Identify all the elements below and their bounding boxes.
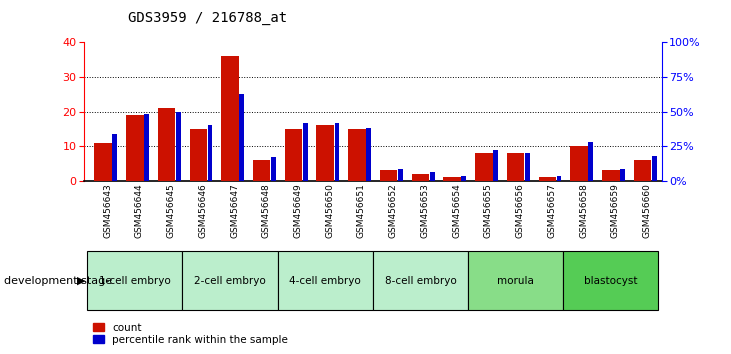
Bar [493,150,498,181]
Bar [317,125,334,181]
Text: GSM456646: GSM456646 [198,183,208,238]
Text: GSM456655: GSM456655 [484,183,493,238]
Text: blastocyst: blastocyst [584,275,637,286]
Bar [335,122,339,181]
Text: GSM456660: GSM456660 [643,183,651,238]
Bar [208,125,213,181]
FancyBboxPatch shape [468,251,563,310]
FancyBboxPatch shape [278,251,373,310]
Bar [398,170,403,181]
Text: GSM456656: GSM456656 [515,183,525,238]
Bar [539,177,556,181]
Text: GSM456643: GSM456643 [103,183,112,238]
Bar [366,128,371,181]
Bar [348,129,366,181]
Bar [285,129,302,181]
Text: GSM456658: GSM456658 [579,183,588,238]
Text: 1-cell embryo: 1-cell embryo [99,275,171,286]
Text: GSM456652: GSM456652 [389,183,398,238]
Bar [620,170,625,181]
Bar [475,153,493,181]
Bar [253,160,270,181]
Bar [557,176,561,181]
Bar [189,129,207,181]
Bar [94,143,112,181]
Bar [461,176,466,181]
Bar [444,177,461,181]
Text: GSM456649: GSM456649 [293,183,303,238]
Bar [303,122,308,181]
Bar [570,146,588,181]
FancyBboxPatch shape [563,251,659,310]
Bar [652,156,656,181]
Text: GSM456659: GSM456659 [611,183,620,238]
Bar [221,56,239,181]
Text: GSM456645: GSM456645 [167,183,175,238]
Text: 2-cell embryo: 2-cell embryo [194,275,266,286]
FancyBboxPatch shape [183,251,278,310]
Bar [602,170,619,181]
Text: GSM456651: GSM456651 [357,183,366,238]
Text: GSM456653: GSM456653 [420,183,429,238]
FancyBboxPatch shape [87,251,183,310]
Text: GSM456644: GSM456644 [135,183,144,238]
Text: 8-cell embryo: 8-cell embryo [385,275,456,286]
FancyBboxPatch shape [373,251,468,310]
Text: development stage: development stage [4,275,112,286]
Bar [239,93,244,181]
Bar [525,153,530,181]
Text: GSM456650: GSM456650 [325,183,334,238]
Text: GSM456657: GSM456657 [548,183,556,238]
Text: GSM456654: GSM456654 [452,183,461,238]
Text: GDS3959 / 216788_at: GDS3959 / 216788_at [128,11,287,25]
Bar [176,112,181,181]
Bar [126,115,143,181]
Bar [158,108,175,181]
Bar [412,174,429,181]
Legend: count, percentile rank within the sample: count, percentile rank within the sample [89,318,292,349]
Bar [634,160,651,181]
Bar [430,172,434,181]
Bar [588,142,593,181]
Bar [380,170,398,181]
Bar [507,153,524,181]
Text: ▶: ▶ [77,275,86,286]
Bar [113,133,117,181]
Text: GSM456647: GSM456647 [230,183,239,238]
Bar [271,157,276,181]
Text: morula: morula [497,275,534,286]
Bar [144,114,149,181]
Text: GSM456648: GSM456648 [262,183,270,238]
Text: 4-cell embryo: 4-cell embryo [289,275,361,286]
